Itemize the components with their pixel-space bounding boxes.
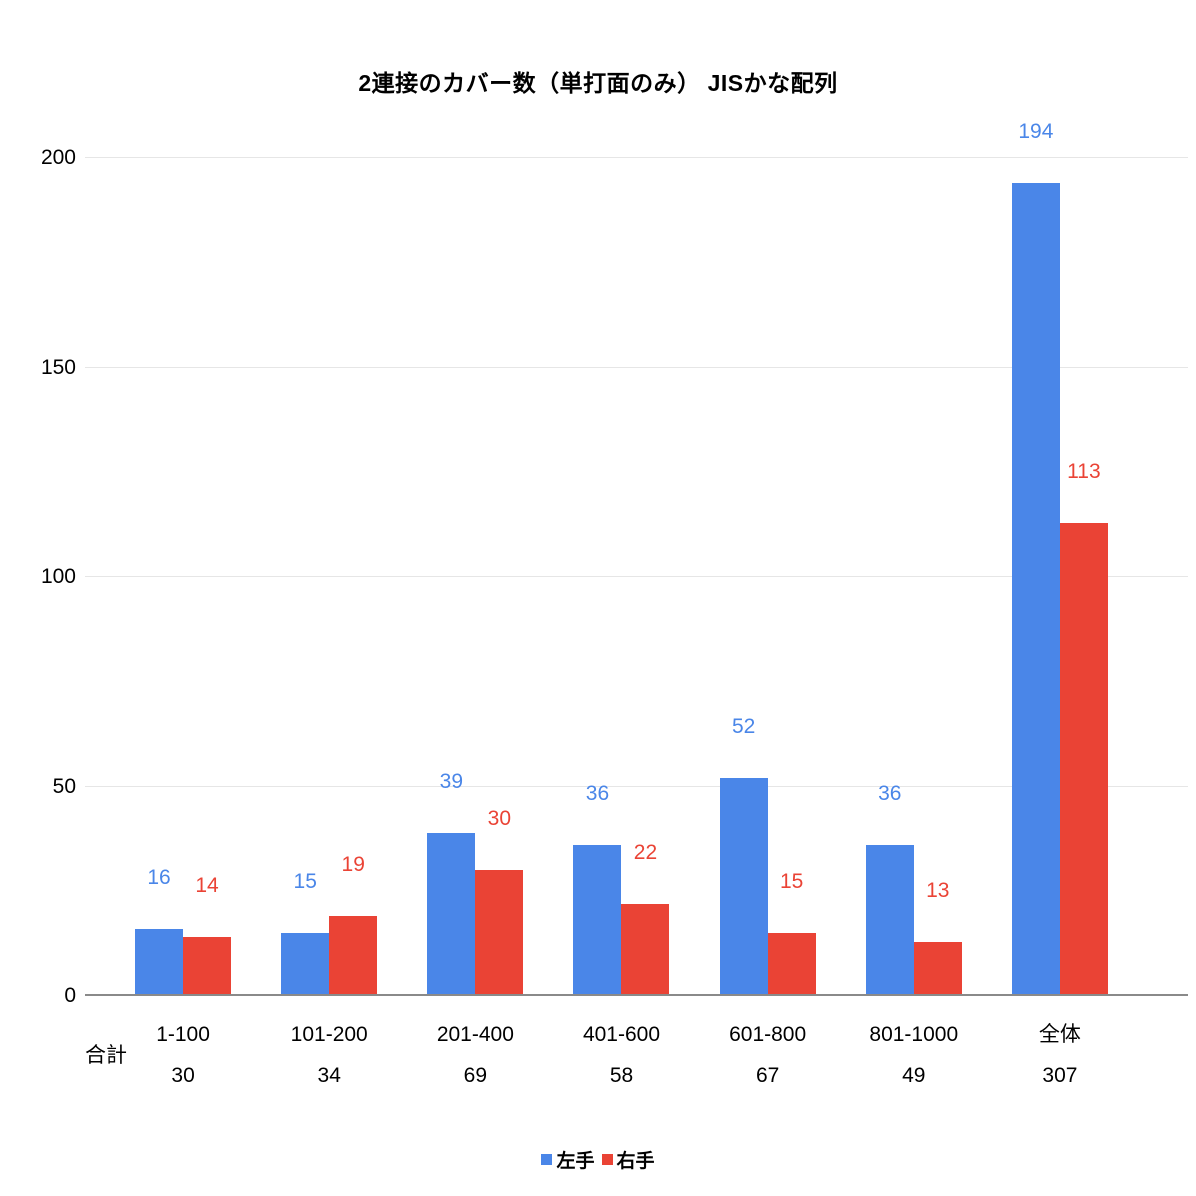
bar-group: 194 113 (987, 121, 1133, 996)
bar-右手 (621, 903, 670, 996)
bar-group: 15 19 (256, 158, 402, 996)
bar-value-label: 14 (195, 874, 219, 898)
bar-group: 16 14 (110, 158, 256, 996)
bar-右手 (1059, 522, 1108, 996)
x-tick-label: 801-1000 (869, 1023, 959, 1046)
bar-value-label: 15 (293, 870, 317, 894)
y-tick-label: 0 (64, 984, 76, 1007)
bar-group: 39 30 (402, 158, 548, 996)
bar-右手 (183, 937, 232, 996)
legend-item: 右手 (601, 1146, 655, 1173)
y-tick-label: 100 (40, 565, 76, 588)
bar-group: 36 13 (841, 158, 987, 996)
legend-label: 左手 (556, 1151, 595, 1172)
bar-value-label: 194 (1018, 120, 1054, 144)
x-tick-label: 601-800 (729, 1023, 807, 1046)
bar-value-label: 13 (926, 878, 950, 902)
totals-caption: 合計 (85, 1044, 127, 1067)
x-tick-label: 1-100 (156, 1023, 210, 1046)
x-tick-label: 201-400 (436, 1023, 514, 1046)
totals-row: 30 34 69 58 67 49 307 (110, 1063, 1133, 1089)
legend: 左手 右手 (0, 1146, 1196, 1173)
bar-value-label: 52 (731, 715, 756, 739)
bar-group: 36 22 (548, 158, 694, 996)
gridline (85, 576, 1188, 577)
total-value: 307 (1042, 1064, 1078, 1087)
bar-value-label: 113 (1067, 459, 1101, 483)
total-value: 30 (171, 1064, 195, 1087)
legend-swatch (541, 1154, 553, 1165)
x-axis-line (85, 994, 1188, 996)
plot-area: 16 14 15 19 39 30 36 22 52 15 36 13 194 113 (110, 121, 1133, 996)
bar-value-label: 30 (487, 807, 512, 831)
bar-右手 (329, 916, 378, 996)
bar-左手 (865, 845, 914, 996)
total-value: 49 (902, 1064, 926, 1087)
bar-group: 52 15 (695, 158, 841, 996)
bar-value-label: 16 (147, 865, 171, 889)
x-tick-label: 401-600 (582, 1023, 661, 1046)
total-value: 58 (609, 1064, 634, 1087)
bar-value-label: 36 (585, 782, 610, 806)
total-value: 34 (317, 1064, 341, 1087)
total-value: 69 (463, 1064, 488, 1087)
x-tick-label: 全体 (1038, 1023, 1081, 1046)
legend-swatch (601, 1154, 613, 1165)
gridline (85, 785, 1188, 787)
bar-左手 (719, 778, 768, 996)
bar-左手 (1011, 183, 1060, 996)
bar-右手 (913, 941, 962, 996)
chart-title: 2連接のカバー数（単打面のみ） JISかな配列 (358, 70, 838, 96)
bar-value-label: 22 (633, 840, 658, 864)
total-value: 67 (755, 1064, 780, 1087)
y-tick-label: 50 (52, 774, 76, 798)
bar-右手 (475, 870, 524, 996)
bar-左手 (427, 832, 476, 996)
bar-value-label: 19 (341, 853, 365, 877)
legend-item: 左手 (541, 1146, 595, 1173)
bar-左手 (281, 933, 330, 996)
x-axis-labels: 1-100 101-200 201-400 401-600 601-800 801-100… (110, 1022, 1133, 1048)
bar-右手 (767, 933, 816, 996)
y-tick-label: 200 (40, 146, 76, 169)
gridline (85, 157, 1188, 158)
bar-value-label: 36 (878, 782, 902, 806)
x-tick-label: 101-200 (290, 1023, 368, 1046)
legend-label: 右手 (616, 1151, 655, 1172)
gridline (85, 366, 1188, 368)
gridlines (85, 157, 1188, 996)
bar-左手 (573, 845, 622, 996)
y-tick-label: 150 (40, 355, 76, 379)
bar-左手 (135, 928, 184, 996)
bar-value-label: 15 (779, 870, 804, 894)
bar-value-label: 39 (439, 769, 464, 793)
y-axis-labels: 0 50 100 150 200 (0, 147, 76, 1007)
